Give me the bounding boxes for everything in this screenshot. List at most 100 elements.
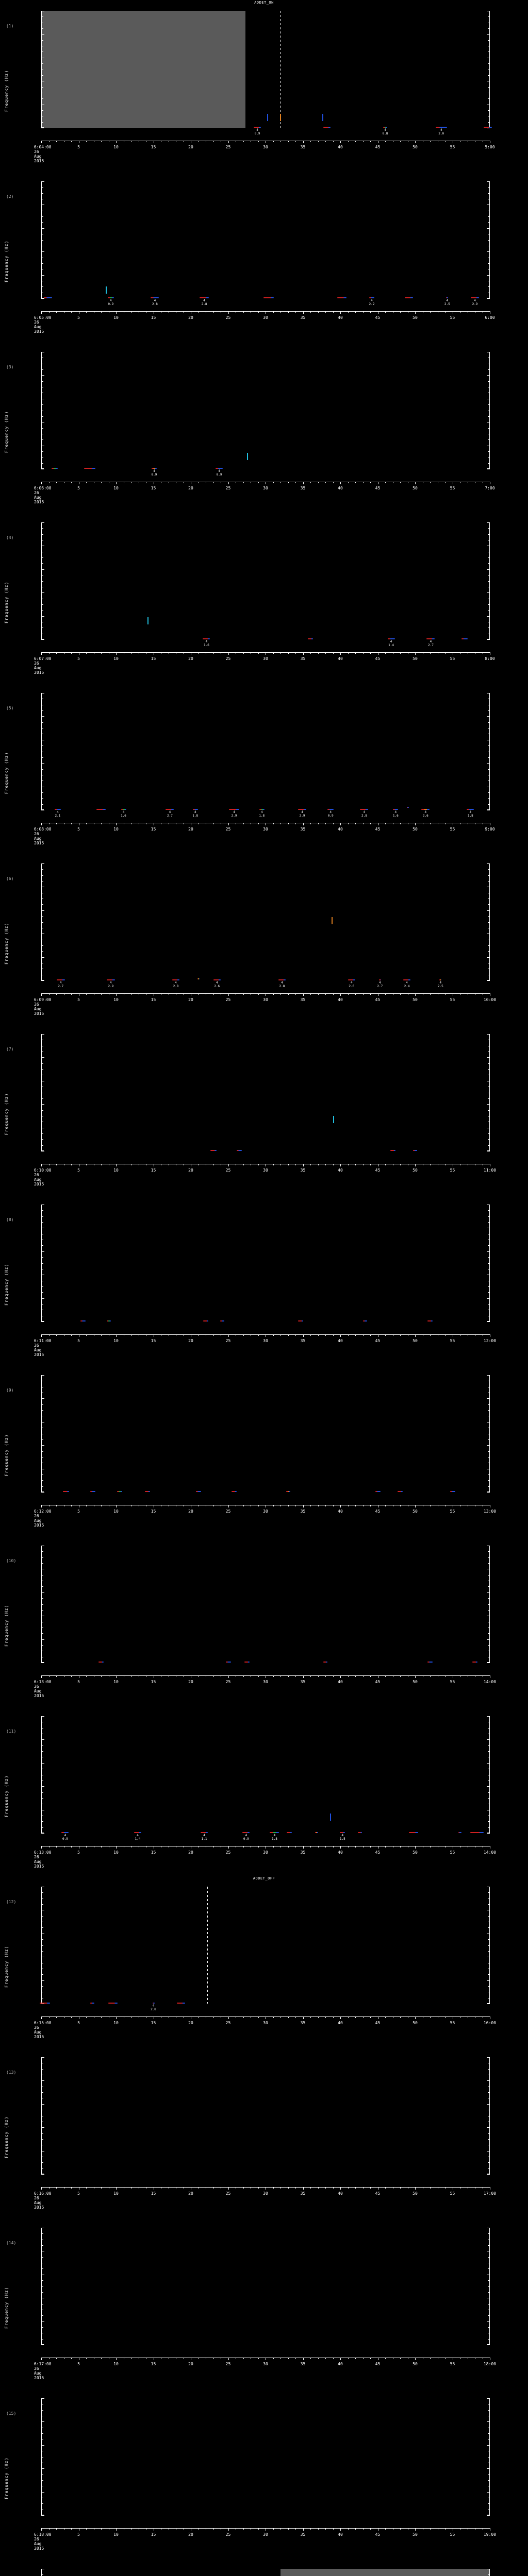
y-tick [41, 2174, 44, 2175]
detection-marker [192, 808, 198, 810]
y-axis-spine-left [41, 2569, 42, 2576]
panel-number: (13) [6, 2070, 16, 2075]
y-tick-right [488, 222, 490, 223]
detection-label-line: 4 [363, 810, 366, 814]
x-tick [48, 2358, 50, 2359]
x-tick-label: 13:00 [483, 1509, 497, 1514]
x-tick-label: 15 [151, 1338, 156, 1343]
x-tick-label: 25 [225, 1850, 231, 1855]
detection-label-line: 1.6 [121, 814, 126, 818]
x-tick [101, 1164, 102, 1165]
y-tick [41, 563, 43, 564]
x-tick-label: 10 [113, 2021, 119, 2025]
x-tick-label: 6:08:00 [34, 827, 52, 832]
y-tick [41, 2515, 44, 2516]
detection-label-line: 0.9 [327, 814, 334, 818]
x-tick-label: 25 [225, 1168, 231, 1173]
detection-marker [315, 1832, 318, 1833]
detection-label: 4 2.5 [438, 981, 443, 988]
plot-area [41, 693, 490, 810]
x-tick [116, 2187, 117, 2190]
y-axis-title: Frequency (Hz) [4, 1775, 9, 1817]
x-tick [340, 1334, 341, 1337]
x-tick [295, 1505, 296, 1506]
x-tick-label: 6:13:00 [34, 1850, 52, 1855]
x-tick [430, 652, 431, 654]
x-tick [213, 2187, 214, 2189]
detection-label: 4 2.1 [55, 810, 60, 818]
x-tick [310, 1334, 311, 1336]
detection-label-line: 1.5 [339, 1837, 345, 1841]
x-tick [340, 652, 341, 655]
date-stack-line: 26 [34, 490, 39, 495]
x-tick [273, 652, 274, 654]
detection-label-line: 1.1 [201, 1837, 207, 1841]
x-tick-label: 45 [375, 2362, 381, 2366]
y-tick-right [488, 110, 490, 111]
x-tick [116, 1505, 117, 1507]
y-tick-right [487, 181, 490, 182]
y-tick [41, 2503, 43, 2504]
y-tick-right [488, 1486, 490, 1487]
x-tick-label: 55 [450, 2021, 455, 2025]
y-tick-right [488, 1792, 490, 1793]
x-tick [228, 2187, 229, 2190]
y-tick-right [488, 563, 490, 564]
x-tick [71, 2016, 72, 2018]
y-axis-cap-bottom-left [41, 1662, 44, 1663]
x-tick-label: 6:00 [485, 315, 495, 320]
y-tick [41, 381, 43, 382]
detection-marker [216, 467, 223, 469]
y-tick [41, 1586, 43, 1587]
x-tick [385, 141, 386, 142]
x-tick [295, 311, 296, 313]
x-tick [370, 823, 371, 824]
y-tick-right [488, 193, 490, 194]
x-tick [243, 1846, 244, 1848]
x-tick [325, 2358, 326, 2359]
x-tick [56, 2016, 57, 2018]
x-tick [213, 311, 214, 313]
x-tick [348, 311, 349, 313]
y-tick [41, 1945, 43, 1946]
x-tick-label: 30 [263, 2532, 268, 2537]
spectrogram-panel: (11)Frequency (Hz)0200400600800100040.94… [0, 1705, 528, 1876]
x-tick [325, 993, 326, 995]
x-tick [362, 1505, 364, 1506]
detection-label-line: 2.9 [231, 814, 237, 818]
spectrogram-panel: (13)Frequency (Hz)020040060080010006:16:… [0, 2046, 528, 2217]
detection-label-line: 1.4 [388, 643, 394, 647]
detection-label: 4 2.7 [167, 810, 173, 818]
x-tick [86, 1675, 87, 1677]
x-tick [348, 1846, 349, 1848]
x-tick [415, 993, 416, 996]
detection-label-line: 2.0 [438, 131, 444, 135]
x-tick [280, 1334, 281, 1336]
x-tick [86, 311, 87, 313]
y-tick-right [487, 1398, 490, 1399]
plot-area [41, 1546, 490, 1663]
y-tick [41, 1745, 43, 1746]
y-tick [41, 451, 43, 452]
x-tick [325, 1334, 326, 1336]
date-stack-line: Aug [34, 1859, 42, 1864]
x-tick [228, 311, 229, 314]
x-tick [71, 2358, 72, 2359]
x-tick-label: 20 [188, 1680, 193, 1684]
y-tick-right [488, 1222, 490, 1223]
y-axis-title: Frequency (Hz) [4, 1093, 9, 1135]
y-axis-cap-bottom-left [41, 809, 44, 810]
x-tick-label: 50 [412, 486, 418, 490]
x-tick [280, 1164, 281, 1165]
y-tick [41, 1974, 43, 1975]
detection-label-line: 2.8 [152, 302, 158, 306]
spectrogram-panel: ADDET_ON(1)Frequency (Hz)020040060080010… [0, 0, 528, 171]
y-axis-title: Frequency (Hz) [4, 2116, 9, 2158]
x-tick-label: 40 [338, 2191, 343, 2196]
y-tick [41, 2257, 43, 2258]
detection-marker [84, 467, 96, 469]
detection-marker [134, 1832, 142, 1833]
date-stack-label: 26 Aug 2015 [34, 490, 44, 504]
x-tick [318, 823, 319, 824]
x-tick-label: 5 [77, 1680, 80, 1684]
